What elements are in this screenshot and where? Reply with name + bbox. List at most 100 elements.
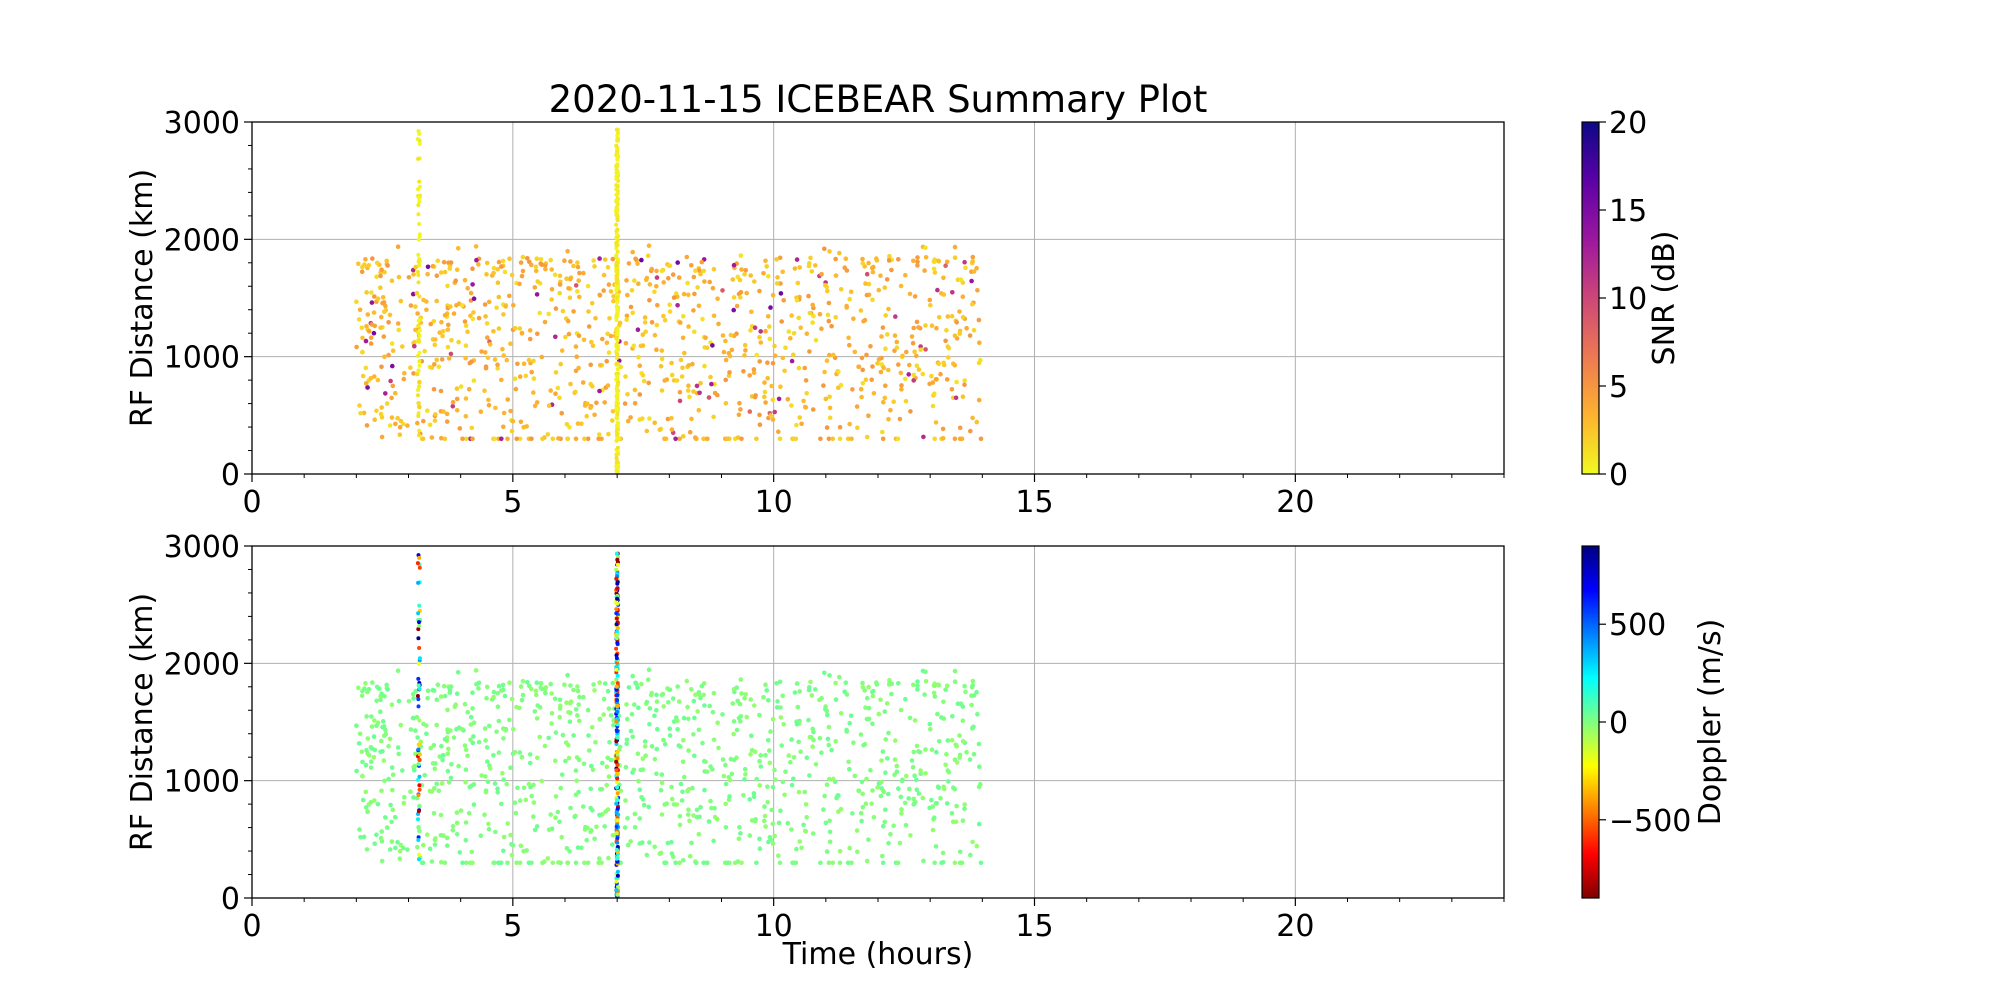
echo-point (686, 716, 691, 722)
echo-point (757, 783, 762, 788)
echo-point (655, 302, 660, 308)
echo-point (624, 741, 629, 747)
echo-point (359, 693, 365, 699)
echo-point (681, 291, 687, 297)
echo-point (526, 357, 532, 363)
echo-point (711, 737, 717, 743)
echo-point (615, 382, 620, 387)
echo-point (806, 687, 812, 693)
echo-point (710, 767, 715, 772)
echo-point (389, 702, 395, 707)
echo-point (765, 784, 770, 789)
echo-point (526, 781, 532, 787)
echo-point (389, 395, 394, 401)
echo-point (602, 400, 607, 405)
echo-point (883, 737, 888, 742)
echo-point (772, 409, 777, 415)
echo-point (642, 744, 648, 749)
echo-point (625, 292, 630, 298)
echo-point (918, 768, 923, 773)
echo-point (692, 753, 697, 759)
echo-point (463, 767, 469, 772)
echo-point (375, 296, 381, 302)
echo-point (614, 780, 619, 784)
echo-point (886, 682, 892, 687)
echo-point (657, 851, 663, 857)
echo-point (689, 687, 694, 692)
echo-point (429, 789, 435, 794)
echo-point (542, 743, 548, 749)
echo-point (468, 313, 473, 319)
y-tick-label: 0 (221, 458, 240, 493)
echo-point (797, 839, 802, 844)
echo-point (741, 793, 746, 798)
echo-point (824, 782, 830, 787)
echo-point (615, 798, 620, 803)
echo-point (397, 424, 403, 430)
echo-point (615, 562, 620, 567)
echo-point (709, 805, 714, 811)
echo-point (923, 245, 928, 251)
echo-point (375, 377, 381, 383)
echo-point (495, 704, 501, 709)
echo-point (799, 421, 804, 427)
echo-point (463, 747, 469, 752)
echo-point (508, 832, 513, 838)
echo-point (801, 398, 806, 404)
echo-point (778, 715, 784, 720)
echo-point (837, 860, 843, 866)
echo-point (677, 398, 683, 404)
echo-point (880, 749, 886, 754)
echo-point (510, 419, 516, 424)
echo-point (484, 272, 489, 277)
echo-point (398, 298, 404, 304)
echo-point (822, 246, 827, 252)
echo-point (573, 368, 579, 374)
echo-point (453, 702, 459, 707)
echo-point (374, 832, 379, 838)
echo-point (808, 679, 813, 685)
echo-point (417, 350, 422, 355)
echo-point (386, 320, 391, 325)
echo-point (659, 772, 665, 777)
echo-point (684, 254, 690, 260)
echo-point (964, 749, 969, 755)
echo-point (883, 313, 888, 318)
x-tick-label: 0 (242, 485, 261, 520)
echo-point (696, 831, 702, 837)
echo-point (920, 795, 926, 801)
echo-point (535, 279, 540, 284)
echo-point (400, 344, 405, 349)
echo-point (529, 369, 534, 375)
echo-point (860, 256, 865, 262)
echo-point (789, 403, 794, 408)
echo-point (360, 373, 366, 379)
echo-point (685, 704, 690, 710)
echo-point (923, 679, 929, 684)
echo-point (675, 684, 680, 689)
echo-point (416, 385, 421, 390)
echo-point (836, 369, 841, 374)
echo-point (678, 357, 684, 363)
echo-point (588, 362, 593, 368)
echo-point (794, 257, 800, 262)
echo-point (951, 361, 956, 367)
echo-point (707, 703, 712, 709)
echo-point (486, 299, 492, 305)
echo-point (911, 802, 916, 807)
echo-point (626, 261, 632, 266)
echo-point (381, 334, 387, 339)
echo-point (739, 436, 744, 442)
echo-point (515, 785, 520, 791)
echo-point (933, 420, 939, 425)
echo-point (646, 667, 652, 672)
echo-point (677, 436, 682, 442)
echo-point (847, 845, 852, 851)
echo-point (758, 340, 764, 345)
echo-point (823, 820, 829, 826)
echo-point (833, 739, 838, 744)
echo-point (827, 249, 832, 254)
echo-point (598, 787, 603, 792)
echo-point (774, 281, 780, 286)
